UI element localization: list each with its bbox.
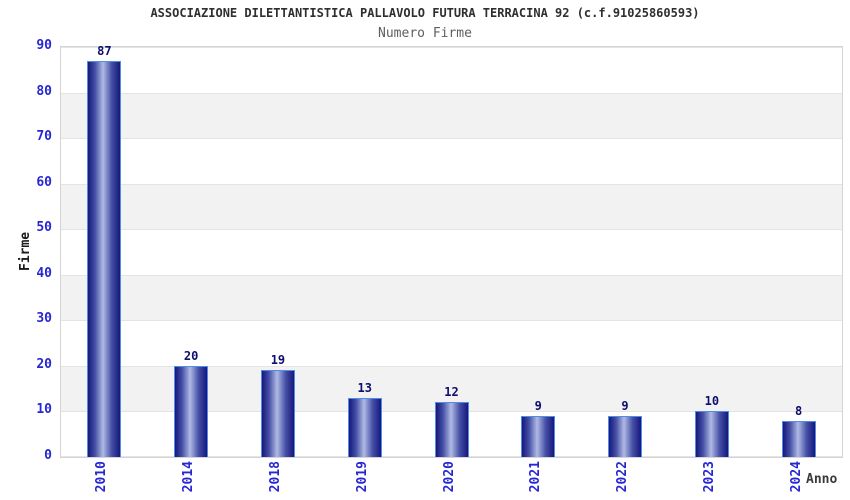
x-tick-label: 2021	[528, 461, 544, 493]
x-tick-label: 2024	[788, 461, 804, 493]
x-tick-label: 2018	[267, 461, 283, 493]
plot-area: 87 20 19 13 12 9 9 10 8	[60, 43, 843, 458]
x-tick-label: 2019	[354, 461, 370, 493]
gridline	[61, 229, 842, 231]
gridline	[61, 138, 842, 140]
bar-value-label: 87	[97, 43, 112, 58]
shaded-band	[61, 92, 842, 139]
y-tick-label: 20	[36, 356, 52, 372]
gridline	[61, 47, 842, 48]
bar-value-label: 20	[183, 348, 199, 363]
bar-2018	[260, 370, 295, 457]
y-tick-label: 40	[36, 265, 52, 281]
shaded-band	[61, 183, 842, 230]
bar-value-label: 19	[270, 353, 286, 368]
x-axis-label: Anno	[806, 472, 838, 487]
y-tick-label: 50	[36, 220, 52, 236]
y-tick-label: 30	[36, 311, 52, 327]
bar-2024	[781, 420, 816, 457]
bar-value-label: 12	[444, 385, 459, 400]
y-tick-label: 10	[36, 402, 52, 418]
y-tick-label: 90	[36, 38, 52, 53]
x-tick-label: 2010	[94, 461, 110, 493]
gridline	[61, 92, 842, 94]
gridline	[61, 320, 842, 322]
bar-2022	[608, 416, 643, 457]
plain-band	[61, 138, 842, 184]
chart-subtitle: Numero Firme	[378, 26, 472, 41]
y-tick-label: 70	[36, 129, 52, 145]
bar-value-label: 8	[794, 403, 803, 418]
plain-band	[61, 229, 842, 275]
bar-2019	[347, 397, 382, 457]
y-tick-label: 0	[44, 448, 52, 463]
plain-band	[61, 47, 842, 93]
x-tick-label: 2014	[181, 461, 197, 493]
bar-value-label: 10	[704, 394, 720, 409]
chart-title: ASSOCIAZIONE DILETTANTISTICA PALLAVOLO F…	[150, 6, 700, 20]
y-tick-label: 80	[36, 83, 52, 99]
shaded-band	[61, 274, 842, 321]
x-tick-label: 2023	[701, 461, 717, 493]
x-tick-label: 2022	[615, 461, 631, 493]
bar-2023	[694, 411, 729, 457]
bar-2020	[434, 402, 469, 457]
bar-value-label: 9	[534, 399, 542, 413]
bar-2021	[521, 416, 556, 457]
bar-2010	[87, 60, 122, 457]
y-axis-label: Firme	[18, 231, 33, 271]
gridline	[61, 274, 842, 276]
gridline	[61, 365, 842, 367]
y-tick-label: 60	[36, 174, 52, 190]
bar-value-label: 13	[357, 380, 372, 395]
x-tick-label: 2020	[441, 461, 457, 493]
gridline	[61, 183, 842, 185]
bar-2014	[174, 365, 209, 457]
bar-value-label: 9	[621, 399, 629, 413]
